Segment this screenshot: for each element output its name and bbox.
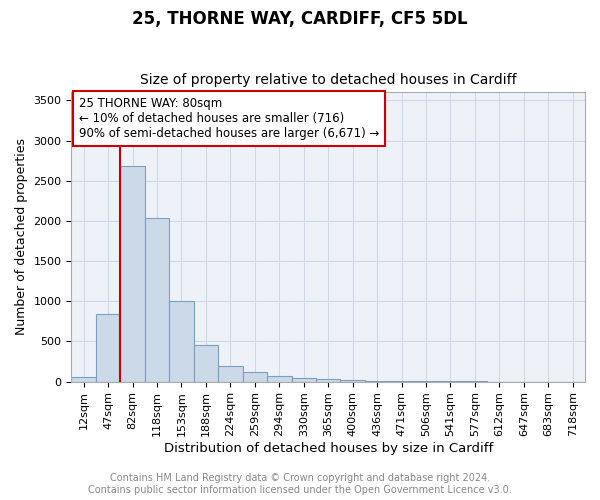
Bar <box>194 346 218 382</box>
Bar <box>340 380 365 382</box>
Text: 25 THORNE WAY: 80sqm
← 10% of detached houses are smaller (716)
90% of semi-deta: 25 THORNE WAY: 80sqm ← 10% of detached h… <box>79 96 379 140</box>
Bar <box>316 379 340 382</box>
Bar <box>267 376 292 382</box>
Bar <box>242 372 267 382</box>
Text: 25, THORNE WAY, CARDIFF, CF5 5DL: 25, THORNE WAY, CARDIFF, CF5 5DL <box>132 10 468 28</box>
Bar <box>71 378 96 382</box>
Bar <box>121 166 145 382</box>
Y-axis label: Number of detached properties: Number of detached properties <box>15 138 28 336</box>
Bar <box>169 301 194 382</box>
Bar <box>96 314 121 382</box>
Bar <box>389 381 414 382</box>
Bar <box>218 366 242 382</box>
Bar <box>365 380 389 382</box>
Bar <box>145 218 169 382</box>
Text: Contains HM Land Registry data © Crown copyright and database right 2024.
Contai: Contains HM Land Registry data © Crown c… <box>88 474 512 495</box>
X-axis label: Distribution of detached houses by size in Cardiff: Distribution of detached houses by size … <box>164 442 493 455</box>
Bar <box>292 378 316 382</box>
Title: Size of property relative to detached houses in Cardiff: Size of property relative to detached ho… <box>140 73 517 87</box>
